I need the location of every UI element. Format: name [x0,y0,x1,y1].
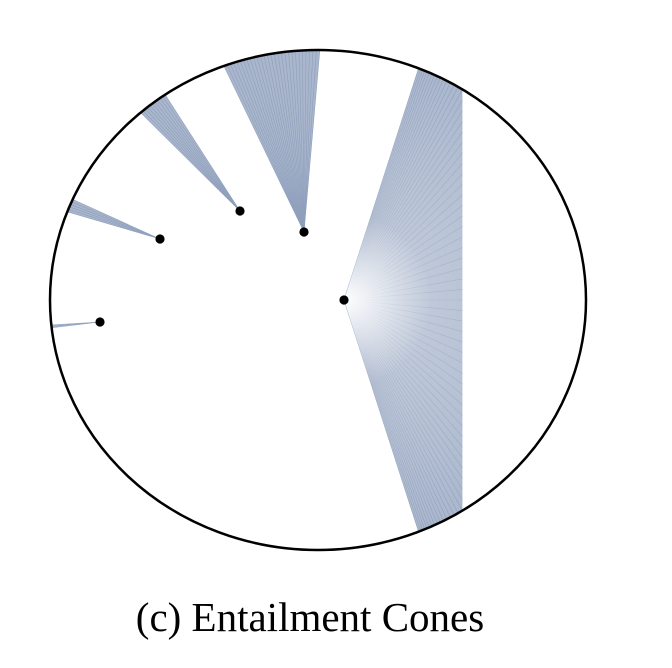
cone-ray [50,321,101,332]
cone-ray [50,187,161,240]
cone-ray [113,50,241,212]
cone-ray [256,50,305,233]
cone-ray [217,50,305,233]
cone-ray [273,50,305,233]
entailment-cone-3 [80,50,240,211]
cone-ray [50,184,161,240]
cone-ray [172,50,305,233]
cone-ray [284,50,305,233]
cone-ray [295,50,305,233]
cone-ray [250,50,305,233]
cone-ray [100,50,241,212]
cone-ray [303,50,330,233]
cone-ray [183,50,305,233]
cone-ray [222,50,305,233]
embedding-point-1 [339,295,349,305]
cone-ray [278,50,305,233]
cone-ray [262,50,305,233]
cone-ray [189,50,305,233]
cone-ray [50,180,161,240]
cone-ray [178,50,305,233]
cone-ray [104,50,241,212]
cone-ray [301,50,305,233]
cone-ray [121,50,241,212]
cone-ray [50,195,161,240]
cone-ray [88,50,241,212]
cone-ray [83,50,241,212]
cone-ray [50,321,101,328]
cone-ray [228,50,305,233]
cone-ray [245,50,305,233]
cone-ray [267,50,305,233]
embedding-point-4 [155,234,165,244]
cone-fade-layer [344,50,463,550]
cone-ray [50,321,101,330]
embedding-point-5 [95,317,105,327]
cone-ray [200,50,305,233]
embedding-point-2 [299,227,309,237]
cone-ray [303,50,319,233]
cone-ray [92,50,241,212]
cone-ray [234,50,305,233]
cone-ray [303,50,325,233]
cone-ray [303,50,308,233]
cone-ray [211,50,305,233]
cone-ray [239,50,305,233]
cone-ray [79,52,241,212]
poincare-disk-boundary [48,48,588,552]
cone-ray [206,50,305,233]
cone-ray [117,50,241,212]
cone-ray [50,191,161,240]
embedding-point-3 [235,206,245,216]
cone-ray [50,176,161,240]
embedding-points-layer [95,206,349,327]
cone-apex-fade [344,50,463,550]
cone-ray [303,50,314,233]
figure-caption: (c) Entailment Cones [135,594,485,640]
cone-ray [194,50,305,233]
cone-ray [290,50,305,233]
